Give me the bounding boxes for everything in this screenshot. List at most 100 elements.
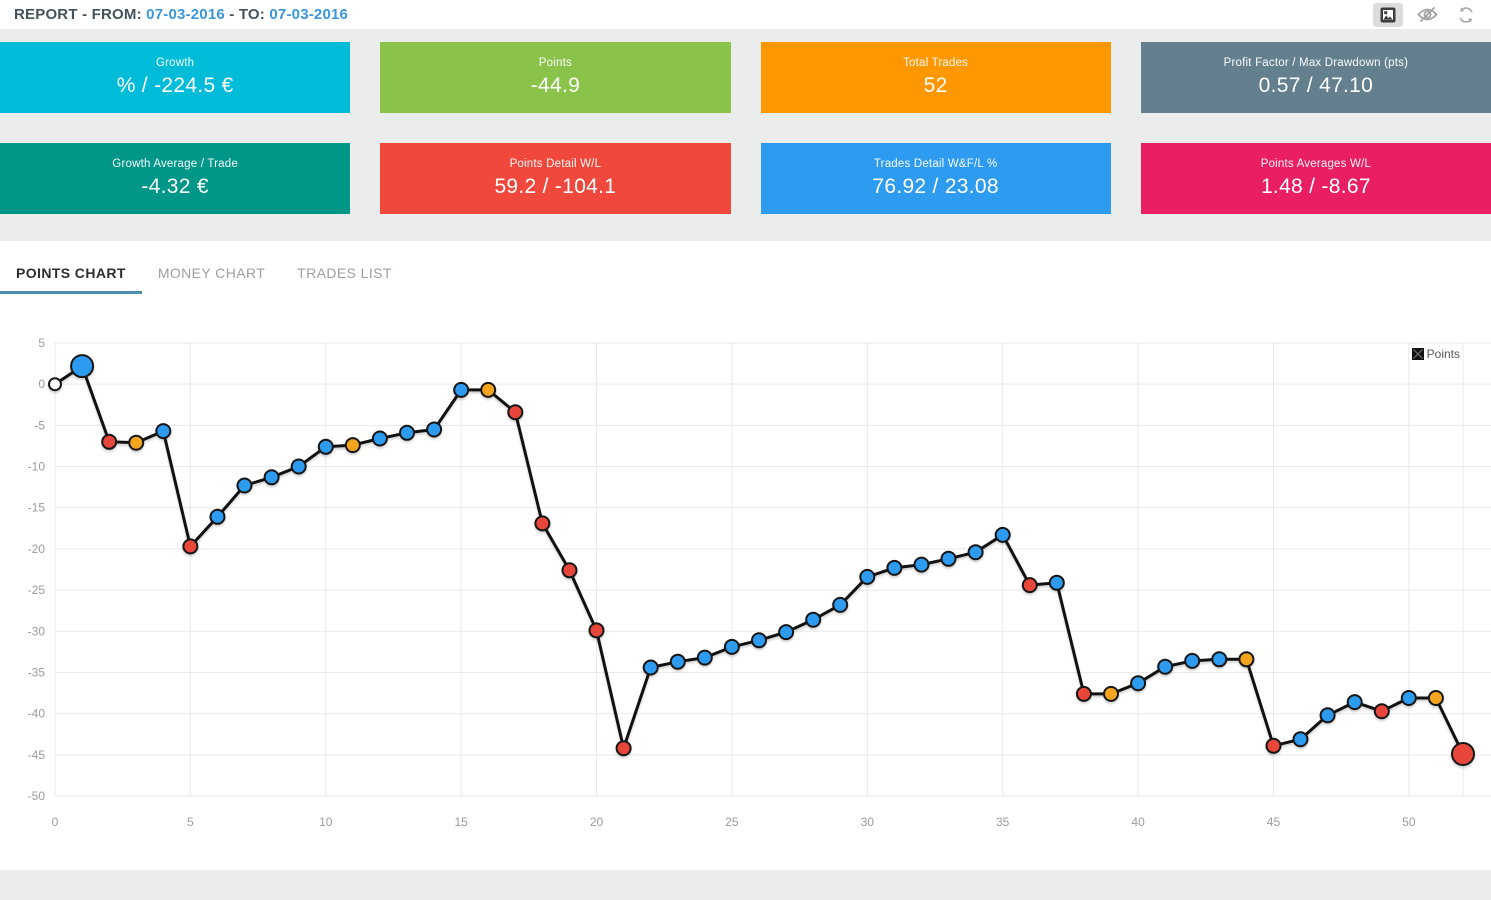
data-point-0[interactable]	[48, 377, 62, 392]
x-tick-label: 40	[1131, 815, 1145, 829]
data-point-52[interactable]	[1451, 742, 1475, 766]
y-tick-label: -25	[28, 583, 46, 597]
refresh-icon[interactable]	[1451, 3, 1481, 27]
data-point-7[interactable]	[236, 477, 253, 494]
stat-value: 1.48 / -8.67	[1260, 175, 1371, 198]
data-point-43[interactable]	[1211, 651, 1228, 668]
data-point-9[interactable]	[290, 458, 307, 475]
data-point-16[interactable]	[480, 381, 497, 398]
series-points	[48, 354, 1475, 766]
x-tick-label: 25	[725, 815, 739, 829]
data-point-51[interactable]	[1427, 690, 1444, 706]
x-tick-label: 5	[187, 815, 194, 829]
data-point-35[interactable]	[994, 526, 1011, 543]
y-tick-label: -45	[28, 748, 46, 762]
data-point-47[interactable]	[1319, 707, 1336, 724]
data-point-6[interactable]	[209, 508, 226, 525]
data-point-20[interactable]	[588, 622, 605, 639]
data-point-2[interactable]	[101, 433, 118, 450]
data-point-17[interactable]	[507, 404, 524, 421]
data-point-48[interactable]	[1346, 694, 1363, 711]
x-tick-label: 0	[52, 815, 59, 829]
data-point-42[interactable]	[1184, 652, 1201, 669]
stat-card-growth-average: Growth Average / Trade -4.32 €	[0, 143, 351, 214]
stat-label: Total Trades	[903, 57, 969, 69]
data-point-28[interactable]	[805, 611, 822, 628]
data-point-24[interactable]	[696, 649, 713, 666]
y-tick-label: -30	[28, 624, 46, 638]
stat-label: Points Averages W/L	[1260, 158, 1372, 170]
x-tick-label: 45	[1267, 815, 1281, 829]
data-point-1[interactable]	[70, 354, 95, 379]
data-point-21[interactable]	[615, 740, 632, 757]
data-point-39[interactable]	[1103, 685, 1119, 702]
y-tick-label: -20	[28, 542, 46, 556]
report-from-date[interactable]: 07-03-2016	[146, 6, 225, 23]
stat-value: 76.92 / 23.08	[872, 175, 999, 198]
data-point-30[interactable]	[859, 568, 876, 585]
y-tick-label: -40	[28, 707, 46, 721]
y-tick-label: -5	[34, 418, 45, 432]
data-point-41[interactable]	[1157, 658, 1174, 675]
data-point-5[interactable]	[182, 538, 199, 555]
points-chart-container: 5 0 -5 -10 -15 -20 -25 -30 -35 -40 -45 -50 0 5 10 15 20 2…	[0, 335, 1491, 840]
data-point-8[interactable]	[263, 469, 280, 486]
data-point-36[interactable]	[1021, 577, 1038, 594]
stats-grid: Growth % / -224.5 € Points -44.9 Total T…	[0, 42, 1491, 214]
data-point-22[interactable]	[642, 659, 659, 676]
report-label: REPORT - FROM:	[14, 6, 142, 23]
data-point-26[interactable]	[751, 632, 767, 649]
tab-money-chart[interactable]: MONEY CHART	[157, 265, 266, 281]
data-point-10[interactable]	[317, 438, 334, 455]
stat-value: 52	[923, 74, 948, 97]
data-point-32[interactable]	[913, 556, 930, 573]
data-point-33[interactable]	[940, 550, 957, 567]
x-tick-label: 50	[1402, 815, 1416, 829]
data-point-27[interactable]	[778, 624, 795, 641]
points-chart[interactable]: 50-5-10-15-20-25-30-35-40-45-500 5 10 15 20 2…	[0, 335, 1491, 840]
data-point-3[interactable]	[128, 434, 145, 451]
data-point-37[interactable]	[1048, 574, 1065, 591]
data-point-50[interactable]	[1400, 690, 1417, 706]
y-tick-label: 0	[38, 377, 45, 391]
stat-value: 59.2 / -104.1	[494, 175, 617, 198]
tab-bar: POINTS CHART MONEY CHART TRADES LIST	[0, 241, 1491, 294]
data-point-45[interactable]	[1265, 737, 1282, 754]
data-point-29[interactable]	[832, 596, 849, 613]
grid	[54, 342, 1491, 797]
tab-trades-list[interactable]: TRADES LIST	[297, 265, 392, 281]
report-header: REPORT - FROM: 07-03-2016 - TO: 07-03-20…	[0, 0, 1491, 29]
data-point-11[interactable]	[344, 437, 361, 454]
data-point-25[interactable]	[723, 638, 740, 655]
data-point-14[interactable]	[426, 421, 443, 438]
stat-card-trades-detail: Trades Detail W&F/L % 76.92 / 23.08	[760, 143, 1111, 214]
data-point-46[interactable]	[1292, 731, 1309, 748]
y-tick-label: -15	[28, 501, 46, 515]
data-point-38[interactable]	[1075, 685, 1092, 702]
data-point-18[interactable]	[534, 515, 551, 532]
series-line	[53, 364, 1465, 756]
data-point-19[interactable]	[561, 562, 578, 579]
stat-card-total-trades: Total Trades 52	[760, 42, 1111, 113]
x-tick-label: 15	[454, 815, 468, 829]
stat-value: -44.9	[530, 74, 581, 97]
stat-card-growth: Growth % / -224.5 €	[0, 42, 351, 113]
data-point-31[interactable]	[886, 559, 903, 576]
stat-value: 0.57 / 47.10	[1258, 74, 1374, 97]
data-point-13[interactable]	[399, 424, 415, 441]
data-point-34[interactable]	[967, 544, 984, 561]
data-point-44[interactable]	[1238, 651, 1255, 668]
image-snapshot-icon[interactable]	[1373, 2, 1403, 27]
data-point-4[interactable]	[155, 423, 172, 440]
stat-label: Growth Average / Trade	[112, 158, 238, 170]
report-to-date[interactable]: 07-03-2016	[269, 6, 349, 23]
data-point-23[interactable]	[669, 653, 686, 670]
x-tick-label: 30	[861, 815, 875, 829]
data-point-40[interactable]	[1130, 675, 1147, 692]
visibility-off-icon[interactable]	[1412, 3, 1442, 27]
chart-legend[interactable]: Points	[1411, 347, 1460, 361]
tab-points-chart[interactable]: POINTS CHART	[0, 254, 142, 294]
data-point-12[interactable]	[371, 430, 388, 447]
data-point-49[interactable]	[1373, 703, 1390, 720]
data-point-15[interactable]	[453, 381, 470, 398]
